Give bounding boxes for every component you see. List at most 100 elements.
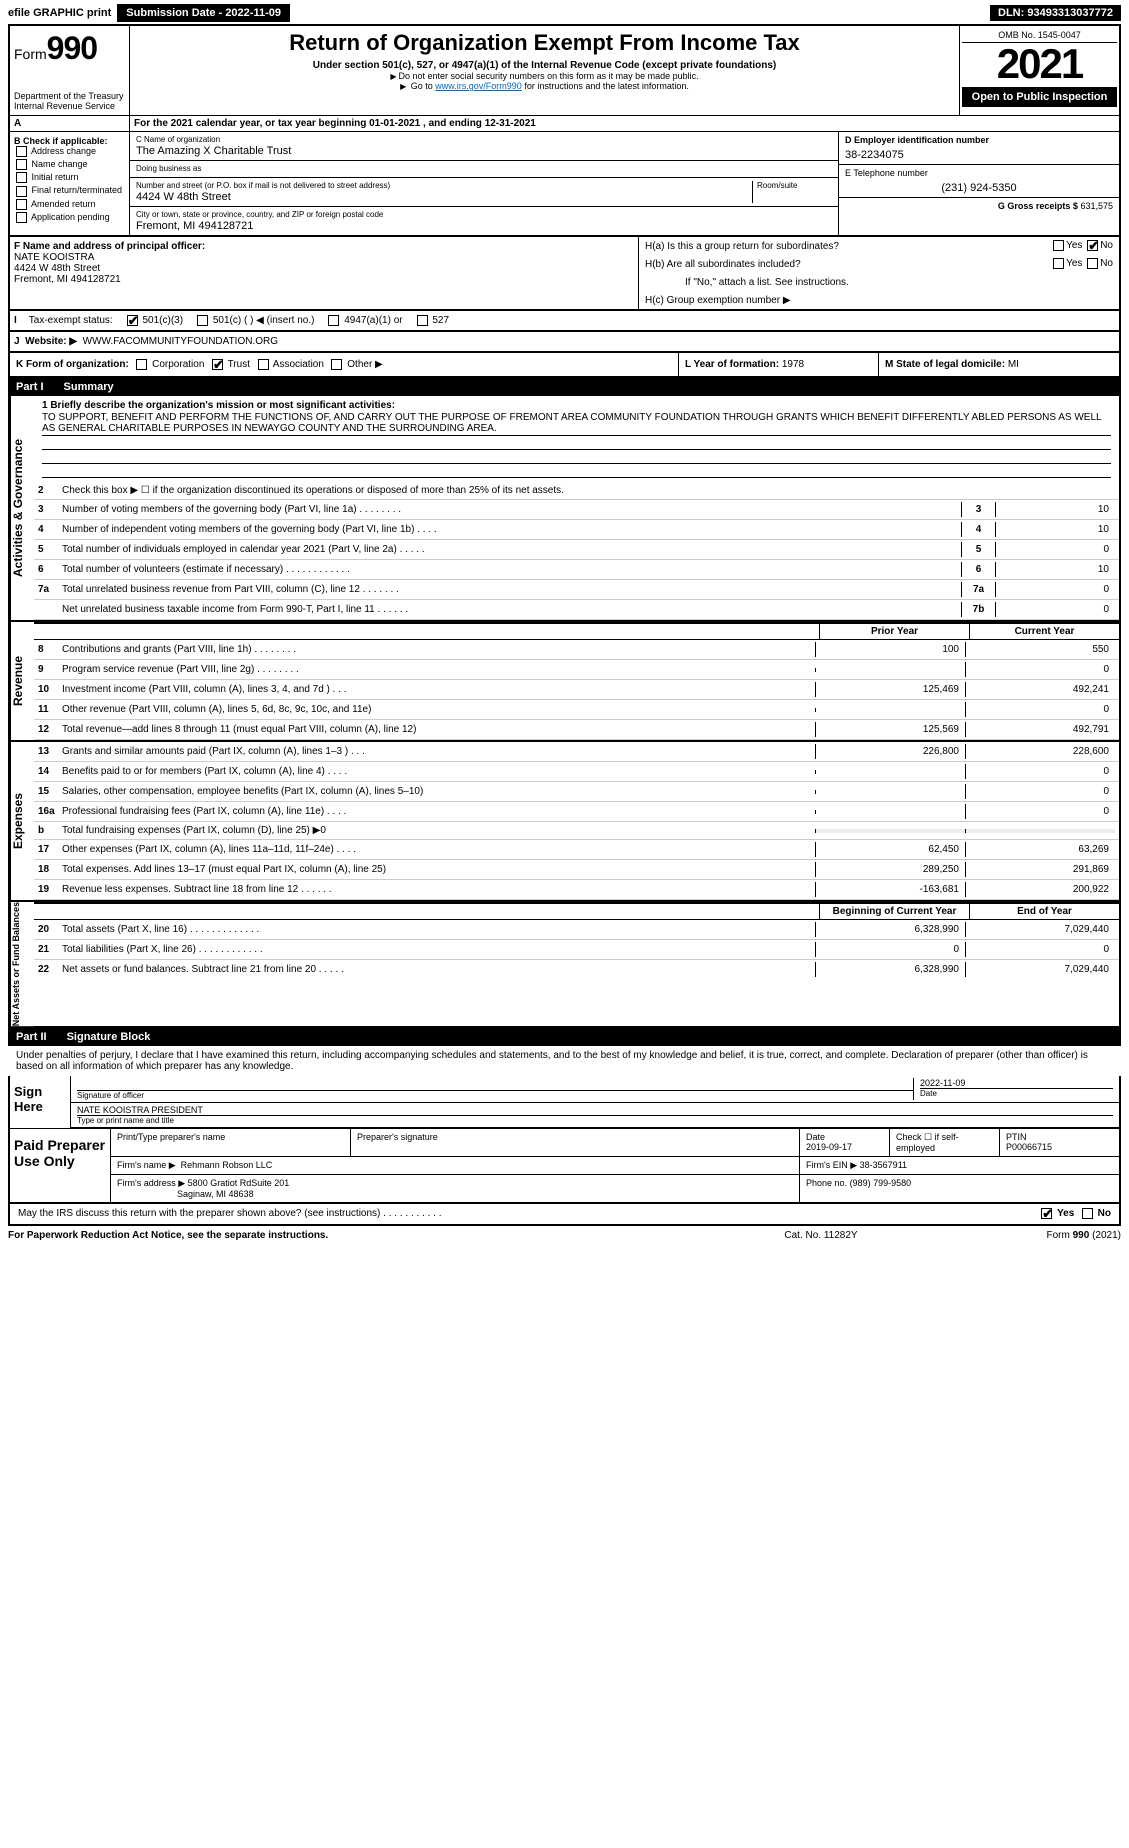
- c17: 63,269: [965, 842, 1115, 857]
- discuss-yes[interactable]: Yes: [1039, 1208, 1074, 1219]
- chk-name-change[interactable]: Name change: [14, 159, 125, 170]
- b21: 0: [815, 942, 965, 957]
- p16a: [815, 810, 965, 814]
- ptin-hdr: PTIN: [1006, 1132, 1027, 1142]
- firm-ein: 38-3567911: [860, 1160, 907, 1170]
- hc-label: H(c) Group exemption number ▶: [645, 295, 1113, 306]
- open-public-badge: Open to Public Inspection: [962, 87, 1117, 107]
- calendar-year-line: For the 2021 calendar year, or tax year …: [130, 116, 1119, 132]
- website-value: WWW.FACOMMUNITYFOUNDATION.ORG: [83, 336, 278, 347]
- efile-label: efile GRAPHIC print: [8, 7, 111, 19]
- line2: Check this box ▶ ☐ if the organization d…: [62, 485, 1115, 496]
- line21: Total liabilities (Part X, line 26) . . …: [62, 944, 815, 955]
- officer-city: Fremont, MI 494128721: [14, 274, 121, 285]
- side-revenue: Revenue: [10, 622, 34, 740]
- dln-label: DLN: 93493313037772: [990, 5, 1121, 21]
- chk-initial-return[interactable]: Initial return: [14, 172, 125, 183]
- sig-officer-label: Signature of officer: [77, 1090, 913, 1100]
- line22: Net assets or fund balances. Subtract li…: [62, 964, 815, 975]
- line11: Other revenue (Part VIII, column (A), li…: [62, 704, 815, 715]
- chk-other[interactable]: Other ▶: [329, 359, 382, 370]
- e22: 7,029,440: [965, 962, 1115, 977]
- chk-final-return[interactable]: Final return/terminated: [14, 185, 125, 196]
- gross-receipts-value: 631,575: [1080, 201, 1113, 211]
- irs-link[interactable]: www.irs.gov/Form990: [435, 81, 522, 91]
- line16b: Total fundraising expenses (Part IX, col…: [62, 825, 815, 836]
- prep-sig-hdr: Preparer's signature: [350, 1129, 799, 1156]
- prep-selfemp: Check ☐ if self-employed: [889, 1129, 999, 1156]
- line13: Grants and similar amounts paid (Part IX…: [62, 746, 815, 757]
- c10: 492,241: [965, 682, 1115, 697]
- hb-no[interactable]: No: [1085, 258, 1113, 269]
- chk-address-change[interactable]: Address change: [14, 146, 125, 157]
- val3: 10: [995, 502, 1115, 517]
- line14: Benefits paid to or for members (Part IX…: [62, 766, 815, 777]
- form-header: Form990 Department of the Treasury Inter…: [8, 24, 1121, 116]
- mission-label: 1 Briefly describe the organization's mi…: [42, 400, 395, 411]
- ein-value: 38-2234075: [845, 149, 1113, 161]
- tax-year: 2021: [962, 43, 1117, 85]
- footer-catno: Cat. No. 11282Y: [721, 1230, 921, 1241]
- footer-left: For Paperwork Reduction Act Notice, see …: [8, 1230, 721, 1241]
- prep-date-hdr: Date: [806, 1132, 825, 1142]
- side-governance: Activities & Governance: [10, 396, 34, 620]
- val7a: 0: [995, 582, 1115, 597]
- sig-date-label: Date: [920, 1088, 1113, 1098]
- prep-name-hdr: Print/Type preparer's name: [110, 1129, 350, 1156]
- line7a: Total unrelated business revenue from Pa…: [62, 584, 961, 595]
- hb-label: H(b) Are all subordinates included?: [645, 259, 1051, 270]
- discuss-text: May the IRS discuss this return with the…: [18, 1208, 1039, 1219]
- prep-date: 2019-09-17: [806, 1142, 852, 1152]
- chk-amended[interactable]: Amended return: [14, 199, 125, 210]
- officer-label: F Name and address of principal officer:: [14, 241, 205, 252]
- c15: 0: [965, 784, 1115, 799]
- line17: Other expenses (Part IX, column (A), lin…: [62, 844, 815, 855]
- phone-value: (231) 924-5350: [845, 182, 1113, 194]
- p19: -163,681: [815, 882, 965, 897]
- chk-assoc[interactable]: Association: [256, 359, 324, 370]
- e21: 0: [965, 942, 1115, 957]
- ptin-val: P00066715: [1006, 1142, 1052, 1152]
- chk-corp[interactable]: Corporation: [134, 359, 204, 370]
- m-label: M State of legal domicile:: [885, 359, 1005, 370]
- p15: [815, 790, 965, 794]
- val7b: 0: [995, 602, 1115, 617]
- chk-501c3[interactable]: 501(c)(3): [125, 315, 183, 326]
- c14: 0: [965, 764, 1115, 779]
- p11: [815, 708, 965, 712]
- paid-preparer-label: Paid Preparer Use Only: [10, 1129, 110, 1202]
- firm-ein-lbl: Firm's EIN ▶: [806, 1160, 857, 1170]
- e20: 7,029,440: [965, 922, 1115, 937]
- hb-yes[interactable]: Yes: [1051, 258, 1082, 269]
- ha-yes[interactable]: Yes: [1051, 240, 1082, 251]
- chk-527[interactable]: 527: [415, 315, 449, 326]
- ein-label: D Employer identification number: [845, 135, 989, 145]
- p14: [815, 770, 965, 774]
- chk-501c[interactable]: 501(c) ( ) ◀ (insert no.): [195, 315, 314, 326]
- c16a: 0: [965, 804, 1115, 819]
- sign-here-label: Sign Here: [10, 1076, 70, 1128]
- side-expenses: Expenses: [10, 742, 34, 900]
- line7b: Net unrelated business taxable income fr…: [62, 604, 961, 615]
- line10: Investment income (Part VIII, column (A)…: [62, 684, 815, 695]
- firm-name-lbl: Firm's name ▶: [117, 1160, 176, 1170]
- submission-date-button[interactable]: Submission Date - 2022-11-09: [117, 4, 290, 22]
- chk-application-pending[interactable]: Application pending: [14, 212, 125, 223]
- chk-trust[interactable]: Trust: [210, 359, 250, 370]
- line4: Number of independent voting members of …: [62, 524, 961, 535]
- firm-addr2: Saginaw, MI 48638: [177, 1189, 254, 1199]
- chk-4947[interactable]: 4947(a)(1) or: [326, 315, 402, 326]
- org-name-label: C Name of organization: [136, 135, 832, 144]
- c18: 291,869: [965, 862, 1115, 877]
- val4: 10: [995, 522, 1115, 537]
- firm-addr-lbl: Firm's address ▶: [117, 1178, 185, 1188]
- line16a: Professional fundraising fees (Part IX, …: [62, 806, 815, 817]
- discuss-no[interactable]: No: [1080, 1208, 1111, 1219]
- street-label: Number and street (or P.O. box if mail i…: [136, 181, 752, 190]
- gross-receipts-label: G Gross receipts $: [998, 201, 1078, 211]
- ha-no[interactable]: No: [1085, 240, 1113, 251]
- taxexempt-label: Tax-exempt status:: [29, 315, 113, 326]
- line8: Contributions and grants (Part VIII, lin…: [62, 644, 815, 655]
- line9: Program service revenue (Part VIII, line…: [62, 664, 815, 675]
- firm-phone-lbl: Phone no.: [806, 1178, 847, 1188]
